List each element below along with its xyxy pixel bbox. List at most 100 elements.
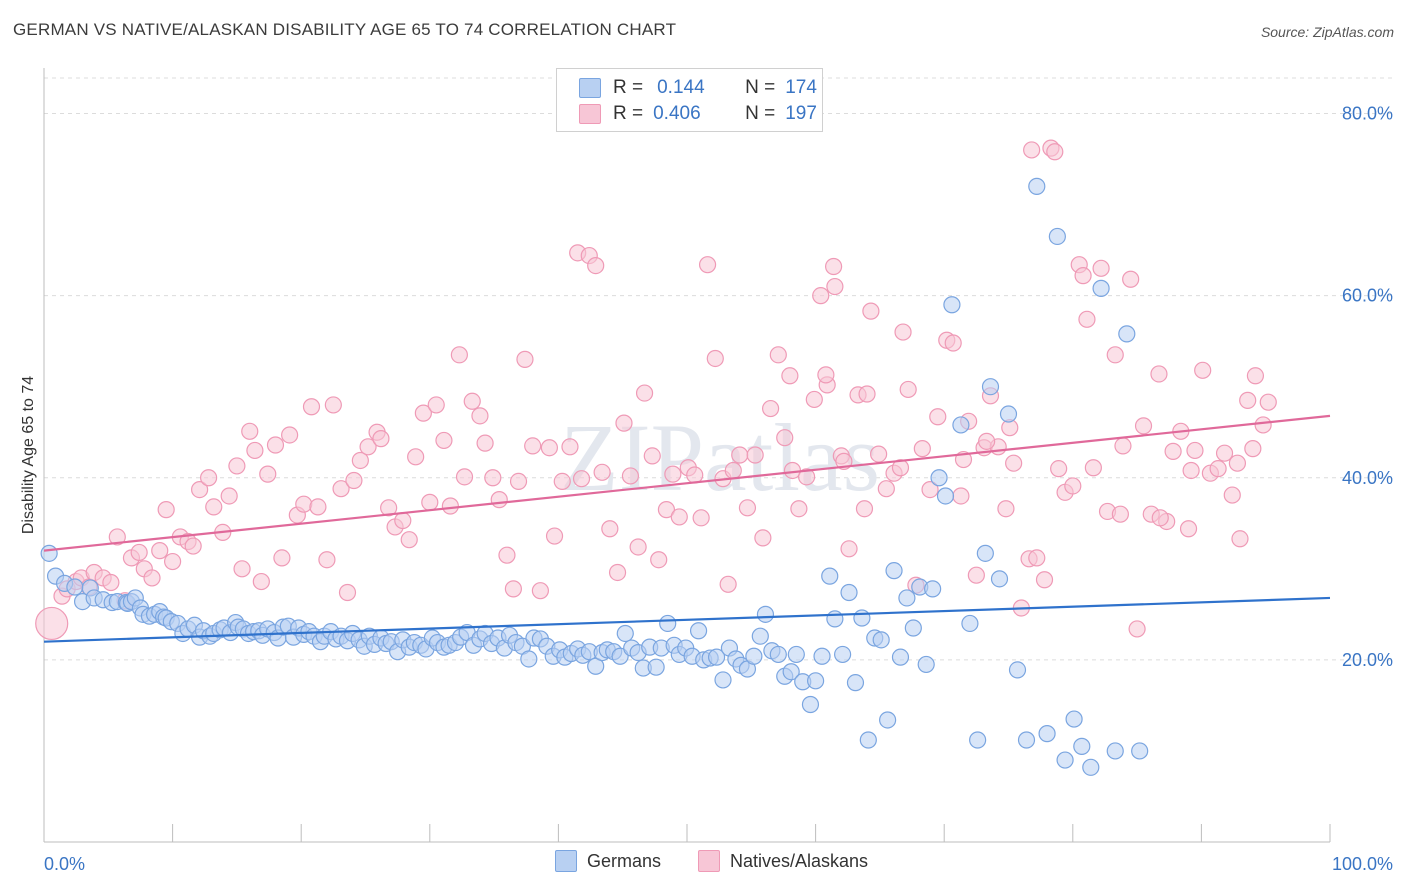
native-point xyxy=(1254,416,1272,434)
german-point xyxy=(1082,758,1100,776)
native-point xyxy=(318,551,336,569)
native-point xyxy=(191,481,209,499)
native-point xyxy=(601,520,619,538)
native-point xyxy=(1023,141,1041,159)
german-point xyxy=(872,631,890,649)
native-point xyxy=(531,582,549,600)
native-point xyxy=(380,499,398,517)
germans-n-value: 174 xyxy=(785,77,817,98)
y-tick-label: 60.0% xyxy=(1342,286,1393,306)
german-point xyxy=(859,731,877,749)
legend-r-label: R = xyxy=(613,77,644,98)
native-point xyxy=(1239,391,1257,409)
native-point xyxy=(220,487,238,505)
bottom-legend-natives: Natives/Alaskans xyxy=(698,850,868,872)
native-point xyxy=(913,440,931,458)
native-point xyxy=(130,543,148,562)
native-point xyxy=(761,399,780,418)
native-point xyxy=(1028,549,1046,567)
native-point xyxy=(894,323,912,341)
german-point xyxy=(611,647,629,665)
german-point xyxy=(801,695,820,714)
native-point xyxy=(858,385,876,403)
y-tick-label: 20.0% xyxy=(1342,650,1393,670)
german-point xyxy=(1038,725,1056,743)
legend-r-label: R = xyxy=(613,103,644,124)
native-point xyxy=(184,537,202,555)
native-point xyxy=(1179,520,1198,538)
native-point xyxy=(338,583,357,602)
native-point xyxy=(593,463,611,481)
native-point xyxy=(1078,310,1096,328)
y-tick-label: 40.0% xyxy=(1342,468,1393,488)
german-point xyxy=(1106,742,1124,760)
y-tick-label: 80.0% xyxy=(1342,104,1393,124)
german-point xyxy=(689,622,708,640)
germans-swatch xyxy=(579,78,601,98)
native-point xyxy=(266,436,285,454)
native-point xyxy=(324,396,342,414)
native-point xyxy=(273,549,291,567)
german-point xyxy=(813,647,831,665)
bottom-legend-germans: Germans xyxy=(555,850,661,872)
native-point xyxy=(463,392,481,410)
native-point xyxy=(302,398,321,416)
native-point xyxy=(891,459,910,477)
native-point xyxy=(1231,530,1249,548)
native-point xyxy=(421,493,439,511)
german-point xyxy=(745,647,763,665)
native-point xyxy=(929,408,947,426)
native-point xyxy=(790,500,808,518)
native-point xyxy=(359,438,377,456)
german-point xyxy=(1092,279,1110,297)
legend-n-label: N = xyxy=(745,103,776,124)
native-point xyxy=(746,446,764,464)
native-point xyxy=(1223,486,1241,504)
natives-swatch xyxy=(579,104,601,124)
german-point xyxy=(1118,325,1136,343)
native-point xyxy=(35,606,69,641)
native-point xyxy=(102,573,120,592)
native-point xyxy=(899,380,917,399)
native-point xyxy=(450,346,468,364)
german-point xyxy=(1056,751,1074,769)
native-point xyxy=(1111,505,1129,523)
native-point xyxy=(108,528,126,546)
native-point xyxy=(400,531,418,549)
german-point xyxy=(943,296,961,314)
german-point xyxy=(924,580,942,598)
native-point xyxy=(516,350,534,368)
native-point xyxy=(731,446,749,464)
native-point xyxy=(200,469,218,487)
native-point xyxy=(394,511,412,530)
native-point xyxy=(1106,346,1124,364)
native-point xyxy=(1182,461,1200,480)
native-point xyxy=(441,497,459,515)
natives-trend-line xyxy=(43,414,1331,552)
german-point xyxy=(898,589,916,607)
watermark: ZIPatlas xyxy=(560,404,880,511)
native-point xyxy=(657,501,676,519)
native-point xyxy=(862,302,880,320)
german-point xyxy=(1017,731,1036,749)
native-point xyxy=(205,498,223,516)
chart-title: GERMAN VS NATIVE/ALASKAN DISABILITY AGE … xyxy=(13,20,677,39)
german-point xyxy=(834,645,852,664)
axis-layer xyxy=(43,68,1331,843)
legend-row-natives: R = 0.406 N = 197 xyxy=(579,102,817,126)
german-point xyxy=(769,645,787,664)
native-point xyxy=(545,527,564,545)
native-point xyxy=(372,430,390,448)
native-point xyxy=(143,569,161,587)
legend-n-label: N = xyxy=(745,77,776,98)
native-point xyxy=(670,508,688,526)
native-point xyxy=(921,481,939,499)
native-point xyxy=(455,468,474,486)
native-point xyxy=(241,422,259,440)
native-point xyxy=(309,498,327,516)
native-point xyxy=(997,500,1015,518)
trend-layer xyxy=(43,414,1331,643)
germans-legend-label: Germans xyxy=(587,850,662,871)
german-point xyxy=(961,614,979,633)
native-point xyxy=(608,563,627,582)
